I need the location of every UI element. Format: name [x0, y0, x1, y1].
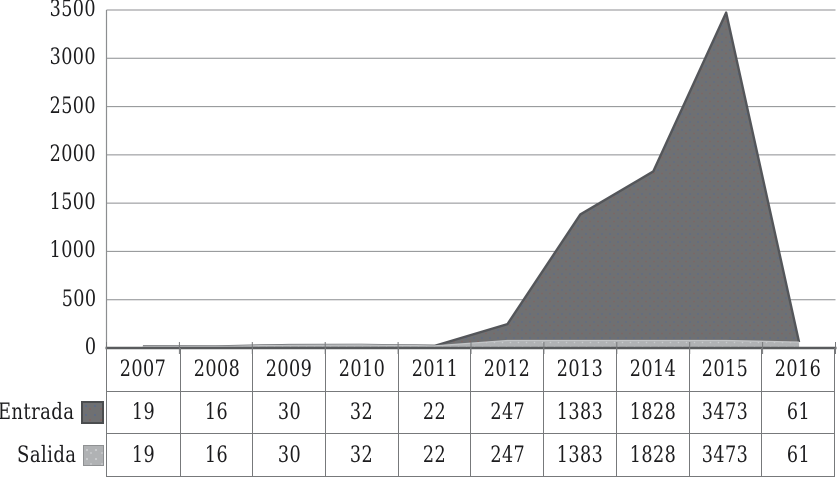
table-cell-salida-2015: 3473: [688, 433, 762, 476]
table-cell-entrada-2009: 30: [252, 390, 326, 434]
table-cell-salida-2007: 19: [107, 433, 180, 476]
table-cell-entrada-2015: 3473: [688, 390, 762, 434]
table-cell-salida-2016: 61: [761, 433, 834, 476]
table-cell-salida-2010: 32: [325, 433, 398, 476]
y-axis-label: 2000: [49, 141, 96, 167]
table-header-year-2015: 2015: [688, 348, 762, 391]
table-cell-salida-2012: 247: [470, 433, 544, 476]
table-header-year-2010: 2010: [325, 348, 398, 391]
legend-swatch-salida-icon: [83, 445, 104, 466]
area-chart-svg: [105, 9, 837, 354]
table-cell-entrada-2016: 61: [761, 390, 834, 434]
table-cell-salida-2009: 30: [252, 433, 326, 476]
table-header-year-2011: 2011: [397, 348, 471, 391]
legend-swatch-entrada-icon: [81, 401, 104, 424]
y-axis-label: 500: [61, 286, 96, 312]
legend-item-entrada: Entrada: [0, 391, 104, 434]
table-cell-salida-2008: 16: [179, 433, 253, 476]
y-axis-label: 3500: [49, 0, 96, 22]
table-cell-salida-2013: 1383: [543, 433, 616, 476]
table-header-year-2007: 2007: [120, 356, 167, 382]
table-header-year-2009: 2009: [252, 348, 325, 391]
table-cell-salida-2011: 22: [397, 433, 471, 476]
table-cell-entrada-2010: 32: [325, 390, 398, 434]
legend-label-entrada: Entrada: [0, 400, 74, 425]
table-cell-entrada-2014: 1828: [615, 390, 689, 434]
table-cell-salida-2014: 1828: [615, 433, 689, 476]
y-axis-label: 3000: [49, 45, 96, 71]
table-header-year-2013: 2013: [543, 348, 616, 391]
table-header-year-2014: 2014: [615, 348, 689, 391]
table-cell-entrada-2013: 1383: [543, 390, 616, 434]
legend-label-salida: Salida: [16, 443, 76, 468]
legend-item-salida: Salida: [0, 434, 104, 477]
table-cell-entrada-2007: 19: [107, 390, 180, 434]
y-axis-label: 1500: [49, 190, 96, 216]
y-axis-label: 0: [84, 335, 96, 360]
table-header-year-2016: 2016: [761, 348, 834, 391]
table-cell-entrada-2012: 247: [470, 390, 544, 434]
table-header-year-2008: 2008: [179, 348, 253, 391]
y-axis-label: 1000: [49, 238, 96, 264]
table-cell-entrada-2011: 22: [397, 390, 471, 434]
table-cell-entrada-2008: 16: [179, 390, 253, 434]
table-header-year-2012: 2012: [470, 348, 543, 391]
entrada-area: [142, 12, 800, 349]
data-table: 2007 2008 2009 2010 2011 2012 2013 2014 2015 2016…: [106, 348, 835, 477]
y-axis-label: 2500: [49, 93, 96, 119]
